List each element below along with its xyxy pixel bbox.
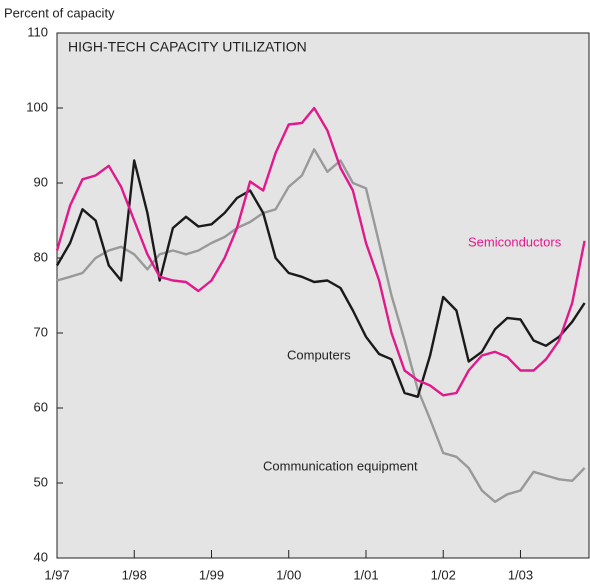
y-axis-label: Percent of capacity bbox=[4, 5, 115, 20]
x-tick-label: 1/02 bbox=[431, 567, 456, 582]
y-tick-label: 40 bbox=[34, 549, 48, 564]
series-line bbox=[56, 148, 586, 503]
series-label: Computers bbox=[287, 347, 351, 362]
x-tick-label: 1/03 bbox=[508, 567, 533, 582]
y-tick-label: 80 bbox=[34, 249, 48, 264]
y-tick-label: 50 bbox=[34, 474, 48, 489]
y-tick-label: 110 bbox=[27, 24, 48, 39]
series-line bbox=[55, 159, 586, 398]
x-tick-label: 1/00 bbox=[276, 567, 301, 582]
y-tick-label: 70 bbox=[34, 324, 48, 339]
x-tick-label: 1/98 bbox=[122, 567, 147, 582]
x-tick-label: 1/01 bbox=[353, 567, 378, 582]
x-tick-label: 1/97 bbox=[44, 567, 69, 582]
x-tick-label: 1/99 bbox=[199, 567, 224, 582]
series-label: Communication equipment bbox=[263, 458, 418, 473]
y-tick-label: 100 bbox=[26, 99, 48, 114]
series-label: Semiconductors bbox=[468, 234, 562, 249]
series-line bbox=[55, 106, 586, 397]
y-tick-label: 90 bbox=[34, 174, 48, 189]
y-tick-label: 60 bbox=[34, 399, 48, 414]
plot-area bbox=[56, 32, 590, 559]
chart-title: HIGH-TECH CAPACITY UTILIZATION bbox=[68, 39, 307, 55]
